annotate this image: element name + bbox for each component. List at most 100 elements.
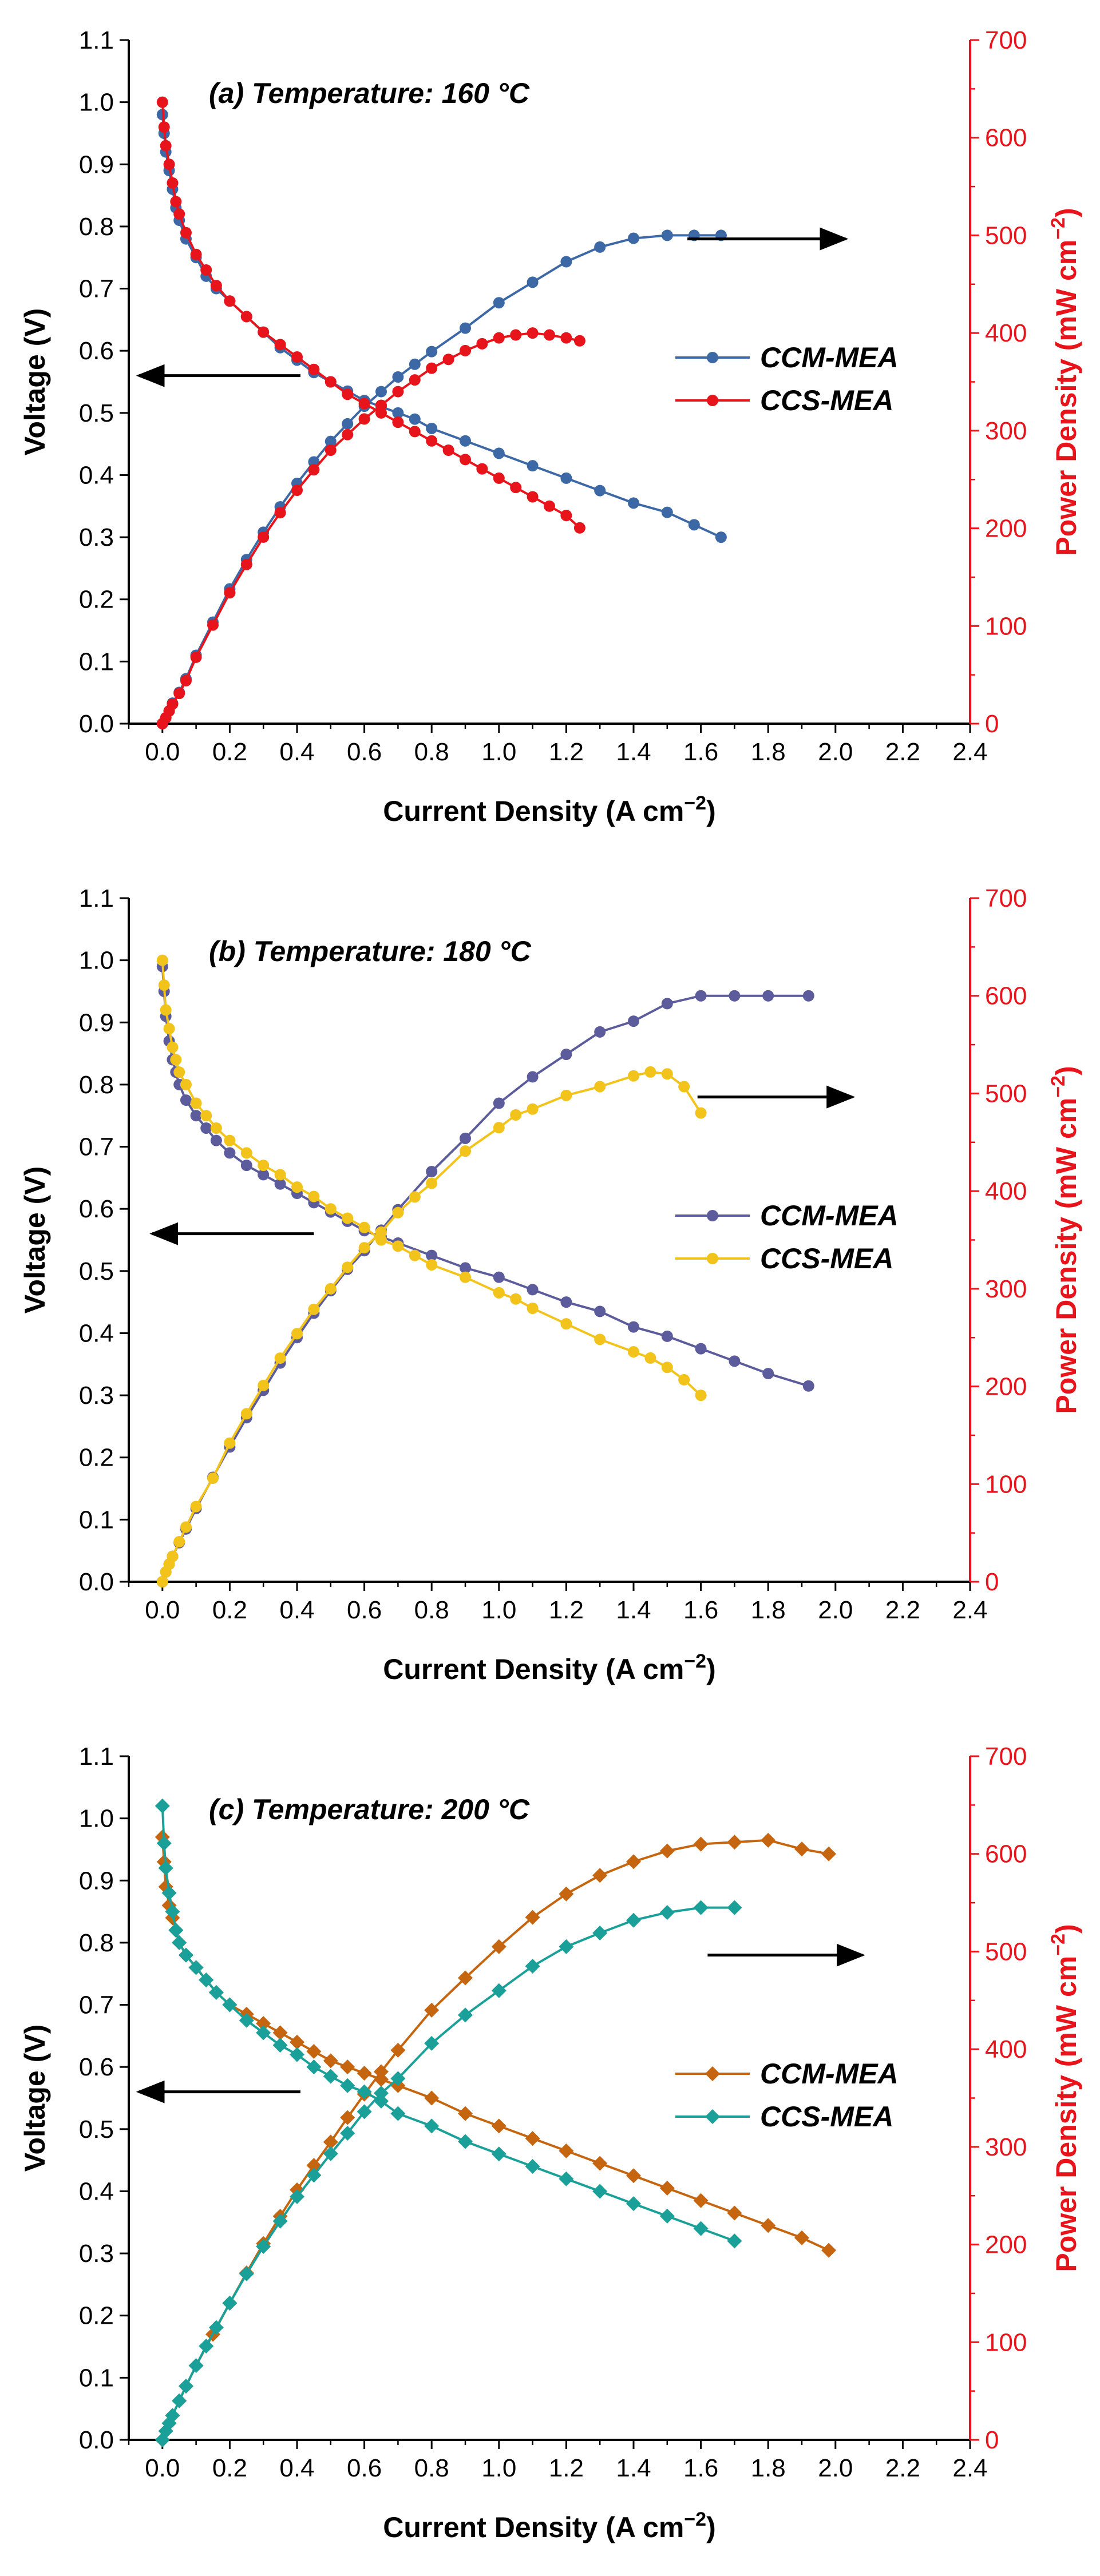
- data-point: [207, 1472, 219, 1485]
- data-point: [190, 1110, 202, 1122]
- data-point: [274, 507, 286, 519]
- x-tick-label: 0.6: [347, 1596, 382, 1624]
- data-point: [426, 1166, 438, 1177]
- data-point: [180, 674, 192, 686]
- data-point: [358, 1242, 370, 1254]
- data-point: [256, 2025, 271, 2041]
- data-point: [168, 1923, 184, 1938]
- data-point: [180, 227, 192, 239]
- data-point: [325, 435, 337, 447]
- data-point: [160, 1004, 172, 1016]
- data-point: [592, 1868, 608, 1883]
- data-point: [560, 1049, 572, 1061]
- data-point: [199, 2339, 214, 2354]
- y-tick-label: 0.2: [79, 586, 114, 614]
- data-point: [727, 2205, 742, 2221]
- data-point: [628, 1321, 639, 1333]
- x-tick-label: 1.6: [683, 1596, 718, 1624]
- data-point: [688, 519, 700, 531]
- data-point: [592, 2184, 608, 2199]
- data-point: [358, 413, 370, 425]
- y2-tick-label: 100: [985, 1470, 1027, 1498]
- data-point: [727, 2233, 742, 2249]
- data-point: [559, 1886, 574, 1902]
- y-tick-label: 0.6: [79, 2053, 114, 2081]
- y-axis-title: Voltage (V): [19, 2025, 51, 2172]
- data-point: [167, 1041, 179, 1053]
- data-point: [628, 232, 639, 244]
- x-axis-title: Current Density (A cm−2): [383, 1650, 715, 1685]
- y-tick-label: 0.5: [79, 399, 114, 427]
- data-point: [342, 1212, 354, 1224]
- data-point: [493, 1097, 505, 1109]
- data-point: [323, 2146, 338, 2161]
- data-point: [170, 196, 182, 208]
- data-point: [476, 463, 488, 475]
- data-point: [559, 2143, 574, 2158]
- chart-panel-b: 0.0 0.2 0.4 0.6 0.8 1.0 1.2 1.4 1.6 1.8 2.0 2.2 2.40…: [19, 884, 1082, 1685]
- data-point: [240, 558, 252, 570]
- x-tick-label: 2.0: [818, 1596, 853, 1624]
- data-point: [661, 1362, 673, 1374]
- data-point: [390, 2071, 406, 2086]
- data-point: [458, 1970, 473, 1986]
- data-point: [594, 241, 606, 253]
- data-point: [357, 2066, 372, 2081]
- data-point: [390, 2106, 406, 2121]
- data-point: [155, 1798, 170, 1813]
- data-point: [210, 280, 222, 292]
- y-tick-label: 0.5: [79, 2115, 114, 2144]
- y-tick-label: 0.2: [79, 1444, 114, 1472]
- y-tick-label: 0.8: [79, 1071, 114, 1099]
- y2-tick-label: 0: [985, 1568, 999, 1596]
- data-point: [392, 1240, 404, 1252]
- data-point: [173, 688, 185, 700]
- data-point: [695, 990, 707, 1002]
- y-tick-label: 0.3: [79, 523, 114, 551]
- data-point: [628, 1070, 639, 1082]
- data-point: [525, 1959, 540, 1974]
- data-point: [594, 1333, 606, 1345]
- legend-label: CCS-MEA: [760, 384, 893, 416]
- y-tick-label: 0.0: [79, 1568, 114, 1596]
- data-point: [594, 1081, 606, 1093]
- data-point: [628, 1346, 639, 1358]
- data-point: [626, 2196, 641, 2212]
- data-point: [163, 1023, 175, 1035]
- x-tick-label: 2.2: [885, 1596, 920, 1624]
- data-point: [460, 1145, 471, 1157]
- y2-tick-label: 200: [985, 515, 1027, 543]
- data-point: [560, 1089, 572, 1101]
- data-point: [358, 398, 370, 410]
- data-point: [729, 990, 741, 1002]
- y2-tick-label: 700: [985, 884, 1027, 912]
- data-point: [342, 418, 354, 430]
- data-point: [272, 2025, 288, 2041]
- data-point: [155, 1829, 170, 1845]
- data-point: [424, 2002, 440, 2018]
- data-point: [258, 1169, 270, 1181]
- data-point: [224, 1437, 236, 1449]
- y2-tick-label: 400: [985, 2035, 1027, 2063]
- y2-tick-label: 700: [985, 1743, 1027, 1771]
- y-tick-label: 0.0: [79, 2426, 114, 2454]
- data-point: [460, 435, 471, 447]
- data-point: [659, 2208, 675, 2224]
- data-point: [695, 1107, 707, 1119]
- data-point: [460, 1262, 471, 1274]
- panel-title: (b) Temperature: 180 °C: [209, 935, 532, 967]
- legend: CCM-MEA CCS-MEA: [675, 342, 899, 416]
- data-point: [156, 96, 168, 108]
- data-point: [458, 2106, 473, 2121]
- y-tick-label: 0.7: [79, 275, 114, 303]
- data-point: [160, 140, 172, 152]
- data-point: [493, 1287, 505, 1299]
- legend-label: CCS-MEA: [760, 1243, 893, 1275]
- data-point: [491, 1983, 507, 1998]
- data-point: [644, 1352, 656, 1364]
- legend-label: CCM-MEA: [760, 342, 899, 374]
- data-point: [325, 1203, 337, 1215]
- data-point: [158, 121, 170, 133]
- series-ccs-mea-power: [156, 327, 585, 729]
- data-point: [375, 399, 387, 411]
